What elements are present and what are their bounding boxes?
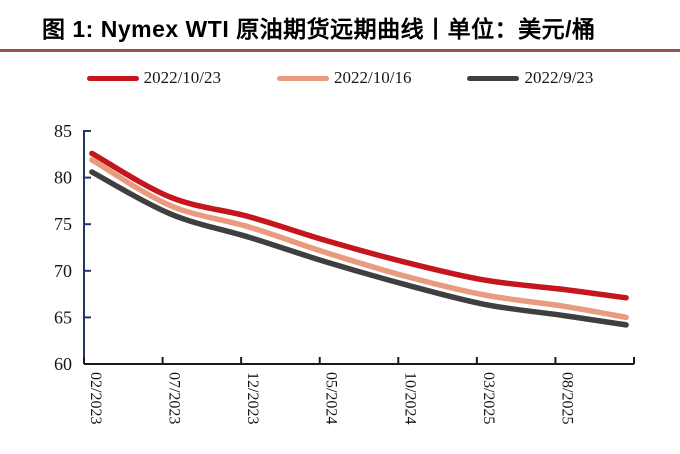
curve-2022-10-16 xyxy=(89,157,629,321)
legend-label-0: 2022/10/23 xyxy=(143,68,222,87)
legend-swatch-2 xyxy=(467,75,520,81)
legend-swatch-1 xyxy=(277,75,330,81)
forward-curve-chart: 60 65 70 75 80 85 02/2023 07/2023 12/2023 05/2024… xyxy=(54,121,635,424)
chart-title: 图 1: Nymex WTI 原油期货远期曲线丨单位：美元/桶 xyxy=(42,16,596,42)
chart-legend: 2022/10/23 2022/10/16 2022/9/23 xyxy=(0,67,680,89)
legend-label-2: 2022/9/23 xyxy=(524,68,594,87)
y-tick-label: 60 xyxy=(54,354,72,374)
x-tick-label: 03/2025 xyxy=(480,372,497,424)
x-tick-label: 10/2024 xyxy=(401,372,418,424)
y-tick-label: 75 xyxy=(54,214,72,234)
title-rule xyxy=(0,49,680,52)
chart-area: 60 65 70 75 80 85 02/2023 07/2023 12/2023 05/2024… xyxy=(0,90,680,449)
legend-item-1: 2022/10/16 xyxy=(277,68,411,88)
chart-header: 图 1: Nymex WTI 原油期货远期曲线丨单位：美元/桶 xyxy=(0,0,680,44)
y-tick-label: 85 xyxy=(54,121,72,141)
x-tick-label: 05/2024 xyxy=(323,372,340,424)
x-tick-label: 02/2023 xyxy=(87,372,104,424)
curve-2022-9-23 xyxy=(89,169,629,328)
x-tick-label: 08/2025 xyxy=(558,372,575,424)
y-tick-label: 80 xyxy=(54,168,72,188)
y-tick-label: 70 xyxy=(54,261,72,281)
x-tick-label: 12/2023 xyxy=(244,372,261,424)
x-tick-label: 07/2023 xyxy=(166,372,183,424)
legend-item-0: 2022/10/23 xyxy=(86,68,222,88)
legend-label-1: 2022/10/16 xyxy=(334,68,412,87)
legend-item-2: 2022/9/23 xyxy=(467,68,593,88)
legend-swatch-0 xyxy=(86,75,139,81)
curve-2022-10-23 xyxy=(89,150,629,301)
y-tick-label: 65 xyxy=(54,307,72,327)
